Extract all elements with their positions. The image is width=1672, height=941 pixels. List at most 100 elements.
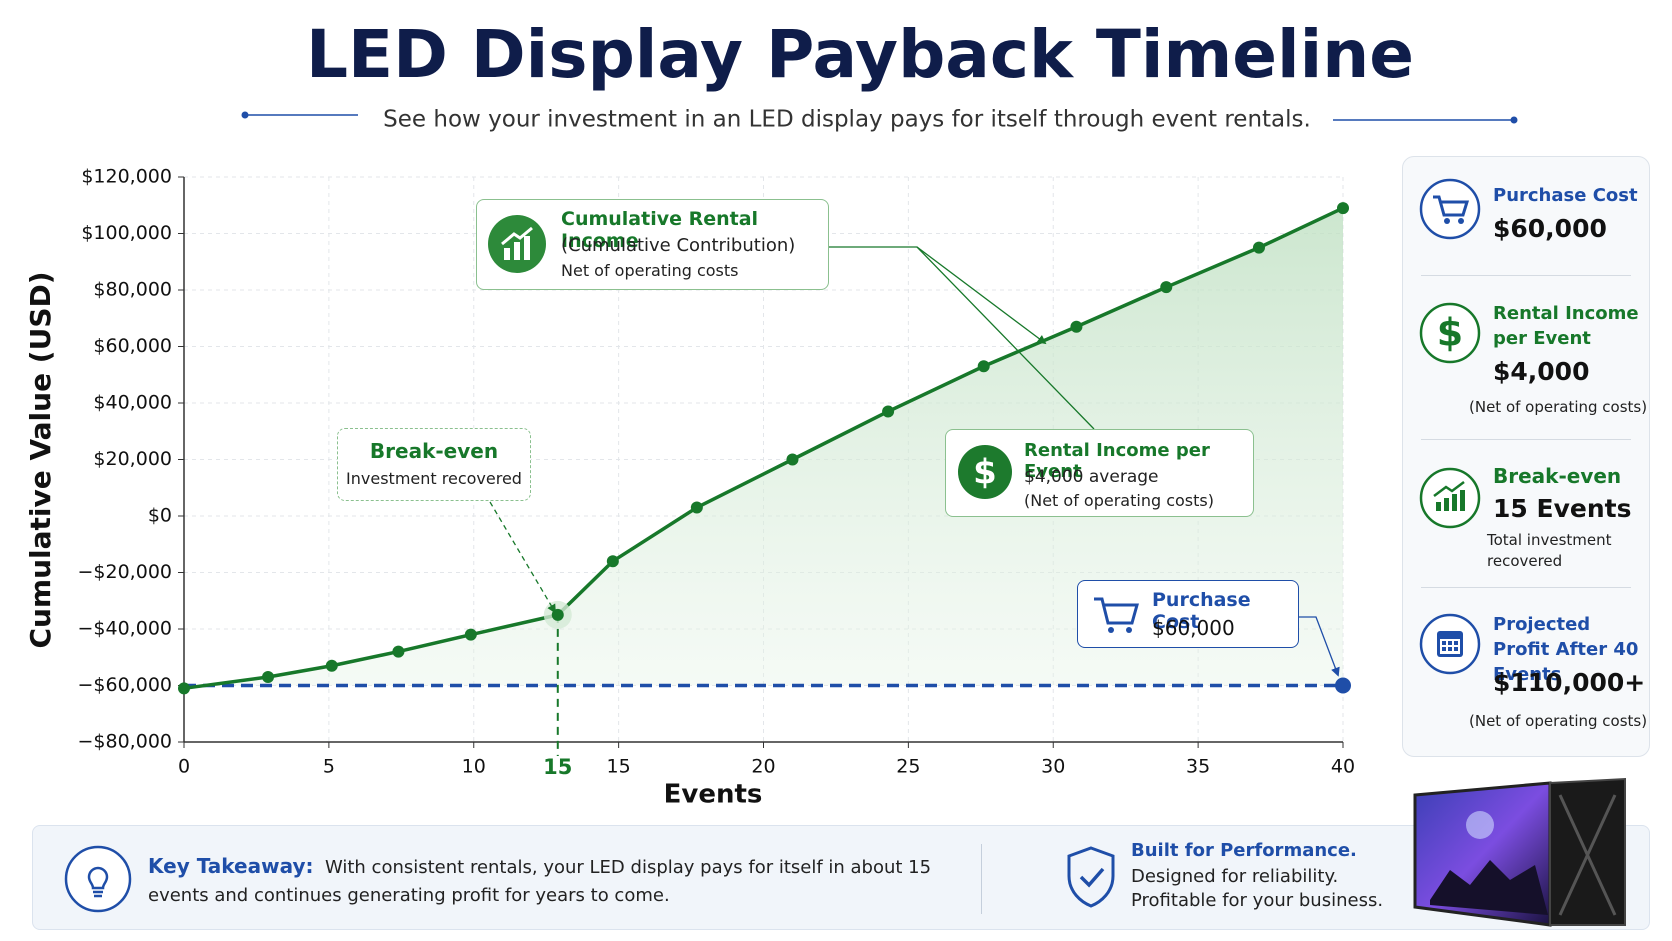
point xyxy=(882,405,895,418)
point xyxy=(178,682,190,695)
x-tick-label: 15 xyxy=(607,756,631,778)
point xyxy=(392,645,405,658)
sidebar-value: 15 Events xyxy=(1493,494,1632,523)
sidebar-note: Total investment recovered xyxy=(1487,531,1612,570)
x-tick-label: 10 xyxy=(462,756,486,778)
point xyxy=(786,453,799,466)
y-tick-label: −$60,000 xyxy=(78,674,173,696)
divider xyxy=(1421,587,1631,588)
y-tick-label: −$40,000 xyxy=(78,618,173,640)
takeaway: Key Takeaway: With consistent rentals, y… xyxy=(148,852,978,910)
sidebar-value: $4,000 xyxy=(1493,357,1590,386)
annotation-text: Net of operating costs xyxy=(561,261,739,280)
reference-label: $60,000 xyxy=(1152,616,1235,640)
divider xyxy=(1421,275,1631,276)
sidebar-title: Purchase Cost xyxy=(1493,185,1638,206)
annotation-text: (Net of operating costs) xyxy=(1024,491,1214,510)
connector-arrow xyxy=(489,501,556,614)
shield-icon xyxy=(1067,846,1115,908)
point xyxy=(262,671,275,684)
calendar-icon xyxy=(1419,613,1481,675)
connector-arrow xyxy=(916,246,1047,345)
x-tick-label: 25 xyxy=(896,756,920,778)
sidebar-item: Purchase Cost $60,000 xyxy=(1403,177,1651,277)
point xyxy=(464,628,477,641)
annotation-box: Break-even Investment recovered xyxy=(337,428,531,501)
annotation-title: Break-even xyxy=(369,439,499,463)
annotation-text: $4,000 average xyxy=(1024,467,1159,487)
takeaway-label: Key Takeaway: xyxy=(148,854,314,878)
annotation-text: Investment recovered xyxy=(346,469,522,488)
point xyxy=(1337,202,1349,215)
y-tick-label: $120,000 xyxy=(81,166,172,188)
chart-icon xyxy=(1419,467,1481,529)
area xyxy=(184,208,1343,689)
x-tick-label: 40 xyxy=(1331,756,1355,778)
footer: Key Takeaway: With consistent rentals, y… xyxy=(32,825,1650,930)
sidebar-value: $110,000+ xyxy=(1493,668,1646,697)
annotation-text: (Cumulative Contribution) xyxy=(561,235,796,256)
takeaway-text: With consistent rentals, your LED displa… xyxy=(148,857,932,906)
svg-text:$: $ xyxy=(973,453,997,493)
series-name: Cumulative Rental Income xyxy=(561,208,759,252)
sidebar: Purchase Cost $60,000 $ Rental Income pe… xyxy=(1402,156,1650,757)
y-axis-label: Cumulative Value (USD) xyxy=(24,271,57,648)
point xyxy=(1160,281,1173,294)
annotation-box: Purchase Cost $60,000 xyxy=(1077,580,1299,648)
x-tick-label: 35 xyxy=(1186,756,1210,778)
y-tick-label: $80,000 xyxy=(93,279,172,301)
reference-name: Purchase Cost xyxy=(1152,589,1251,633)
annotation-title: Rental Income per Event xyxy=(1024,440,1210,482)
x-axis-label: Events xyxy=(664,780,763,810)
x-tick-label: 0 xyxy=(178,756,190,778)
y-tick-label: $20,000 xyxy=(93,448,172,470)
badge-text: Designed for reliability. xyxy=(1131,866,1339,887)
sidebar-value: $60,000 xyxy=(1493,214,1607,243)
cart-icon xyxy=(1094,597,1139,633)
point xyxy=(325,659,338,672)
annotation-box: Cumulative Rental Income (Cumulative Con… xyxy=(476,199,829,290)
y-tick-label: −$20,000 xyxy=(78,561,173,583)
point xyxy=(606,555,619,568)
badge-text: Profitable for your business. xyxy=(1131,890,1384,911)
x-tick-label: 5 xyxy=(323,756,335,778)
badge-title: Built for Performance. xyxy=(1131,840,1357,861)
point xyxy=(1252,241,1265,254)
decor-dot xyxy=(1510,116,1518,124)
decor-dot xyxy=(241,111,249,119)
svg-text:$: $ xyxy=(1437,311,1463,355)
y-tick-label: $60,000 xyxy=(93,335,172,357)
sidebar-note: (Net of operating costs) xyxy=(1469,398,1648,416)
led-display-image xyxy=(1413,777,1626,927)
annotation-box: $ Rental Income per Event $4,000 average… xyxy=(945,429,1254,517)
y-tick-label: $0 xyxy=(148,505,172,527)
sidebar-note: (Net of operating costs) xyxy=(1469,712,1648,730)
sidebar-title: Rental Income per Event xyxy=(1493,303,1639,349)
dollar-icon: $ xyxy=(958,445,1012,499)
chart-title: LED Display Payback Timeline xyxy=(306,16,1414,93)
sidebar-title: Projected Profit After 40 Events xyxy=(1493,614,1639,685)
dollar-icon: $ xyxy=(1419,302,1481,364)
y-tick-label: $40,000 xyxy=(93,392,172,414)
point xyxy=(977,360,990,373)
sidebar-item: Break-even 15 Events Total investment re… xyxy=(1403,462,1651,582)
y-tick-label: $100,000 xyxy=(81,222,172,244)
subtitle: See how your investment in an LED displa… xyxy=(383,107,1311,133)
sidebar-title: Break-even xyxy=(1493,464,1622,488)
connector-arrow xyxy=(1299,616,1340,677)
point xyxy=(1070,320,1083,333)
break-even-label: 15 xyxy=(543,755,572,779)
sidebar-item: Projected Profit After 40 Events $110,00… xyxy=(1403,612,1651,742)
y-tick-label: −$80,000 xyxy=(78,731,173,753)
x-tick-label: 20 xyxy=(751,756,775,778)
cart-icon xyxy=(1419,178,1481,240)
divider xyxy=(1421,439,1631,440)
sidebar-item: $ Rental Income per Event $4,000 (Net of… xyxy=(1403,301,1651,431)
reference-marker xyxy=(1335,677,1351,694)
divider xyxy=(981,844,982,914)
bulb-icon xyxy=(64,845,132,913)
point xyxy=(690,501,703,514)
x-tick-label: 30 xyxy=(1041,756,1065,778)
chart-icon xyxy=(488,215,546,273)
